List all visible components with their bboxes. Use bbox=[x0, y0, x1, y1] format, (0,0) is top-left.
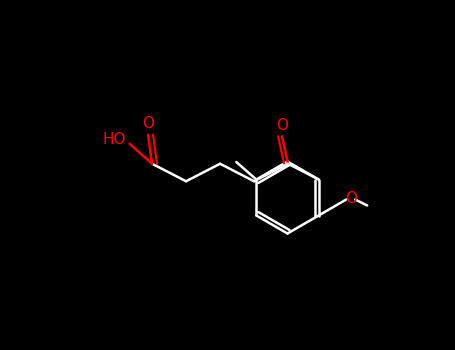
Text: HO: HO bbox=[103, 132, 126, 147]
Text: O: O bbox=[142, 116, 154, 131]
Text: O: O bbox=[276, 118, 288, 133]
Text: O: O bbox=[345, 191, 357, 206]
